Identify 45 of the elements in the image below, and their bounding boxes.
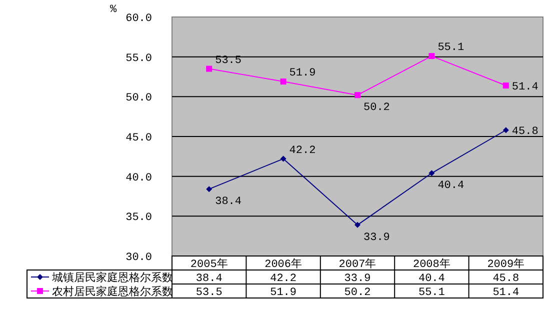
point [428, 53, 435, 60]
point [354, 92, 360, 98]
annotation: 40.4 [438, 180, 465, 192]
y-tick-label: 45.0 [126, 132, 152, 144]
data-label: 53.5 [196, 287, 222, 299]
data-label: 51.4 [492, 287, 520, 299]
data-label: 38.4 [196, 273, 223, 285]
x-tick-label: 2009年 [487, 258, 525, 271]
data-label: 33.9 [344, 273, 371, 285]
data-label: 55.1 [418, 287, 446, 299]
data-label: 51.9 [270, 287, 297, 299]
annotation: 51.4 [512, 82, 539, 94]
point [502, 82, 509, 89]
annotation: 38.4 [215, 196, 242, 208]
data-label: 45.8 [492, 273, 520, 285]
y-tick-label: 60.0 [126, 13, 152, 25]
x-tick-label: 2008年 [412, 258, 450, 271]
y-tick-label: 30.0 [126, 252, 152, 264]
data-label: 42.2 [270, 273, 297, 285]
x-tick-label: 2006年 [264, 258, 302, 271]
y-axis-title: % [110, 4, 117, 16]
annotation: 33.9 [364, 232, 390, 244]
y-tick-label: 40.0 [126, 172, 152, 184]
point [354, 222, 360, 228]
legend-label: 农村居民家庭恩格尔系数 [52, 285, 173, 299]
annotation: 55.1 [438, 42, 465, 54]
point [502, 127, 509, 134]
legend-label: 城镇居民家庭恩格尔系数 [51, 271, 173, 285]
y-tick-label: 55.0 [126, 52, 152, 65]
y-tick-label: 35.0 [126, 212, 152, 224]
data-label: 40.4 [418, 273, 446, 285]
annotation: 53.5 [215, 54, 242, 67]
x-tick-label: 2005年 [190, 258, 228, 271]
point [280, 156, 286, 162]
point [206, 186, 212, 192]
annotation: 51.9 [289, 68, 316, 80]
data-label: 50.2 [344, 287, 371, 299]
point [206, 66, 212, 72]
annotation: 42.2 [289, 144, 316, 157]
y-tick-label: 50.0 [126, 92, 152, 105]
point [428, 170, 435, 176]
annotation: 50.2 [364, 102, 390, 114]
annotation: 45.8 [512, 126, 538, 138]
point [280, 78, 286, 85]
x-tick-label: 2007年 [338, 258, 376, 271]
